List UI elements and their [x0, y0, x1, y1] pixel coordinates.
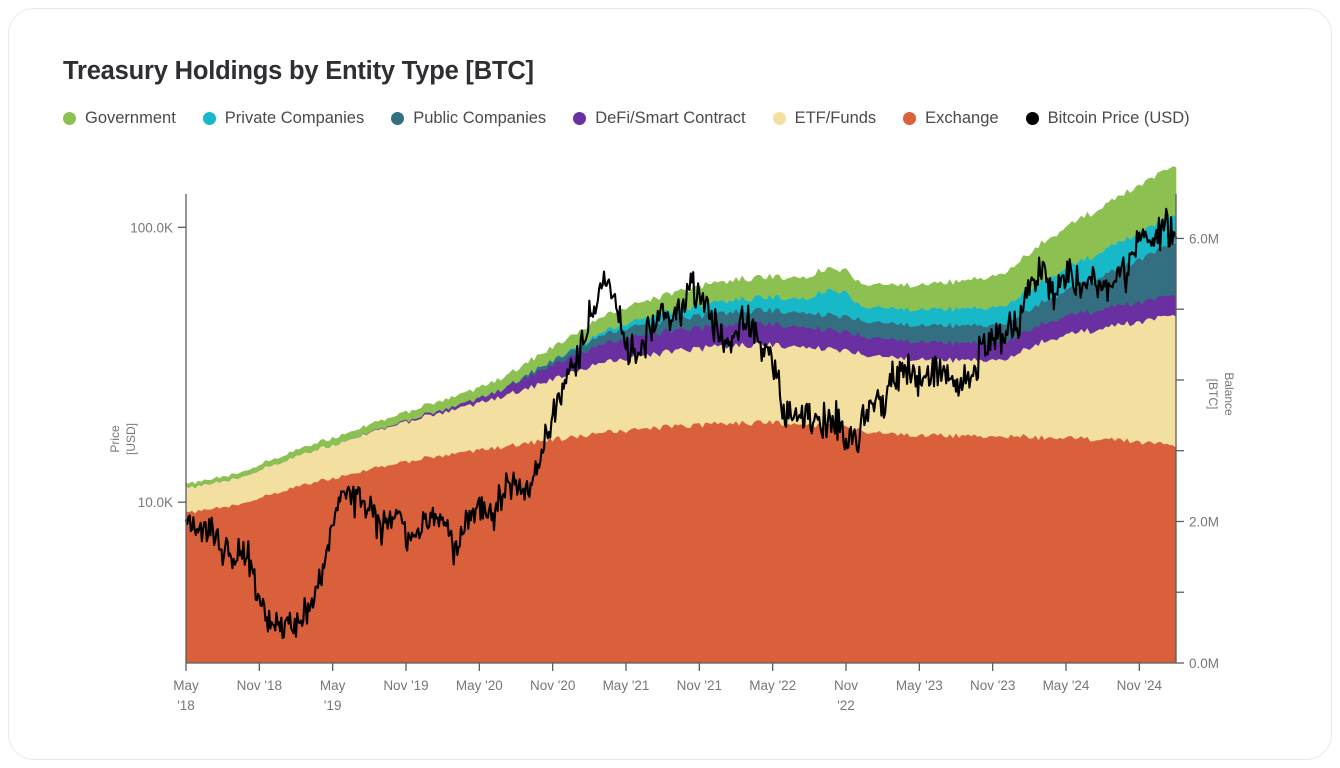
chart-card: Treasury Holdings by Entity Type [BTC] G…: [8, 8, 1332, 760]
legend-label-private-companies: Private Companies: [224, 109, 365, 127]
legend-swatch-public-companies: [391, 112, 405, 125]
bottom-tick-label-11: Nov '23: [970, 678, 1015, 693]
right-tick-label-0: 0.0M: [1189, 656, 1219, 671]
legend-label-defi-smart-contract: DeFi/Smart Contract: [595, 109, 746, 127]
right-axis-title-line1: Balance: [1222, 372, 1236, 416]
legend-swatch-etf-funds: [772, 112, 786, 125]
legend-item-defi-smart-contract[interactable]: DeFi/Smart Contract: [573, 109, 746, 128]
legend-item-private-companies[interactable]: Private Companies: [202, 109, 365, 128]
legend-item-public-companies[interactable]: Public Companies: [391, 109, 546, 128]
bottom-tick-label-9-line2: '22: [837, 698, 855, 713]
bottom-tick-label-5: Nov '20: [530, 678, 575, 693]
legend-item-government[interactable]: Government: [63, 109, 176, 128]
bottom-tick-label-12: May '24: [1043, 678, 1090, 693]
legend-swatch-defi-smart-contract: [573, 112, 587, 125]
bottom-tick-label-1: Nov '18: [237, 678, 282, 693]
legend-item-bitcoin-price[interactable]: Bitcoin Price (USD): [1025, 109, 1190, 128]
bottom-tick-label-6: May '21: [603, 678, 650, 693]
bottom-tick-label-3: Nov '19: [383, 678, 428, 693]
bottom-tick-label-10: May '23: [896, 678, 943, 693]
bottom-tick-label-4: May '20: [456, 678, 503, 693]
page-title: Treasury Holdings by Entity Type [BTC]: [63, 57, 534, 85]
legend-label-bitcoin-price: Bitcoin Price (USD): [1047, 109, 1190, 127]
bitcoin-price-line: [184, 207, 1178, 639]
bottom-tick-label-7: Nov '21: [677, 678, 722, 693]
bottom-tick-label-0-line2: '18: [177, 698, 195, 713]
price-line-path: [184, 207, 1178, 639]
chart-legend: Government Private Companies Public Comp…: [63, 109, 1217, 128]
legend-label-public-companies: Public Companies: [413, 109, 547, 127]
bottom-tick-label-2: May: [320, 678, 346, 693]
chart-axes: 10.0K 100.0K Price [USD] 0.0M 2.0M 6.0M Balance…: [108, 194, 1236, 713]
legend-swatch-bitcoin-price: [1025, 112, 1039, 125]
right-tick-label-6: 6.0M: [1189, 231, 1219, 246]
legend-swatch-government: [63, 112, 76, 125]
stacked-areas: [185, 166, 1177, 664]
legend-swatch-private-companies: [202, 112, 216, 125]
left-axis-title-line2: [USD]: [124, 423, 138, 455]
bottom-tick-label-9: Nov: [834, 678, 858, 693]
left-axis-title-line1: Price: [108, 425, 122, 453]
legend-label-exchange: Exchange: [925, 109, 999, 127]
left-tick-label-0: 10.0K: [138, 495, 173, 510]
area-chart-plot: 10.0K 100.0K Price [USD] 0.0M 2.0M 6.0M Balance…: [108, 166, 1236, 713]
right-axis-title-line2: [BTC]: [1206, 379, 1220, 410]
legend-swatch-exchange: [903, 112, 917, 125]
legend-label-etf-funds: ETF/Funds: [794, 109, 877, 127]
bottom-tick-label-2-line2: '19: [324, 698, 342, 713]
bottom-tick-label-13: Nov '24: [1117, 678, 1163, 693]
left-tick-label-1: 100.0K: [130, 220, 173, 235]
right-tick-label-2: 2.0M: [1189, 514, 1219, 529]
bottom-tick-label-8: May '22: [749, 678, 796, 693]
area-government: [185, 166, 1177, 489]
legend-label-government: Government: [85, 109, 176, 127]
legend-item-etf-funds[interactable]: ETF/Funds: [772, 109, 877, 128]
bottom-tick-label-0: May: [173, 678, 199, 693]
legend-item-exchange[interactable]: Exchange: [903, 109, 999, 128]
